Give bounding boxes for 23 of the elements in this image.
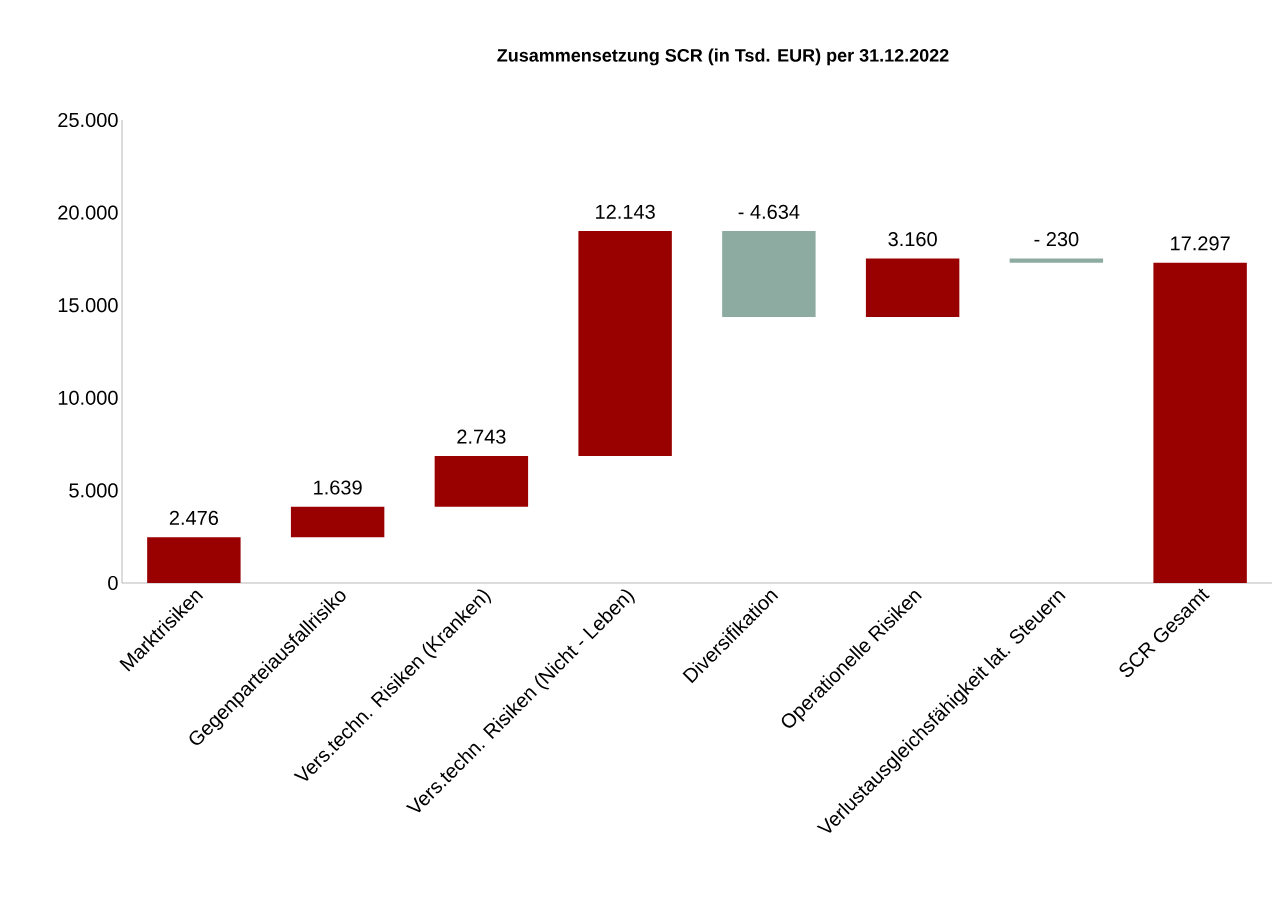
bar xyxy=(1153,262,1247,583)
data-label: - 4.634 xyxy=(738,204,800,219)
data-label: 3.160 xyxy=(888,232,937,247)
bar xyxy=(722,231,816,317)
data-label: 12.143 xyxy=(596,204,655,219)
bar xyxy=(434,455,529,507)
y-tick-label: 25.000 xyxy=(58,112,118,128)
bar xyxy=(1009,258,1104,263)
data-label: 1.639 xyxy=(314,480,362,495)
y-tick-label: 10.000 xyxy=(58,390,118,405)
bar xyxy=(290,506,385,538)
bar xyxy=(147,537,241,583)
data-label: 2.476 xyxy=(169,510,219,525)
y-tick-label: 15.000 xyxy=(58,298,118,313)
y-tick-label: 5.000 xyxy=(69,483,118,498)
data-label: - 230 xyxy=(1034,232,1079,247)
chart-title: Zusammensetzung SCR (in Tsd. EUR) per 31.12.2022 xyxy=(497,48,949,66)
y-tick-label: 20.000 xyxy=(58,205,118,220)
data-label: 2.743 xyxy=(457,429,506,444)
y-tick-label: 0 xyxy=(108,575,118,591)
bar xyxy=(578,231,672,456)
bar xyxy=(865,258,960,317)
data-label: 17.297 xyxy=(1171,236,1230,251)
